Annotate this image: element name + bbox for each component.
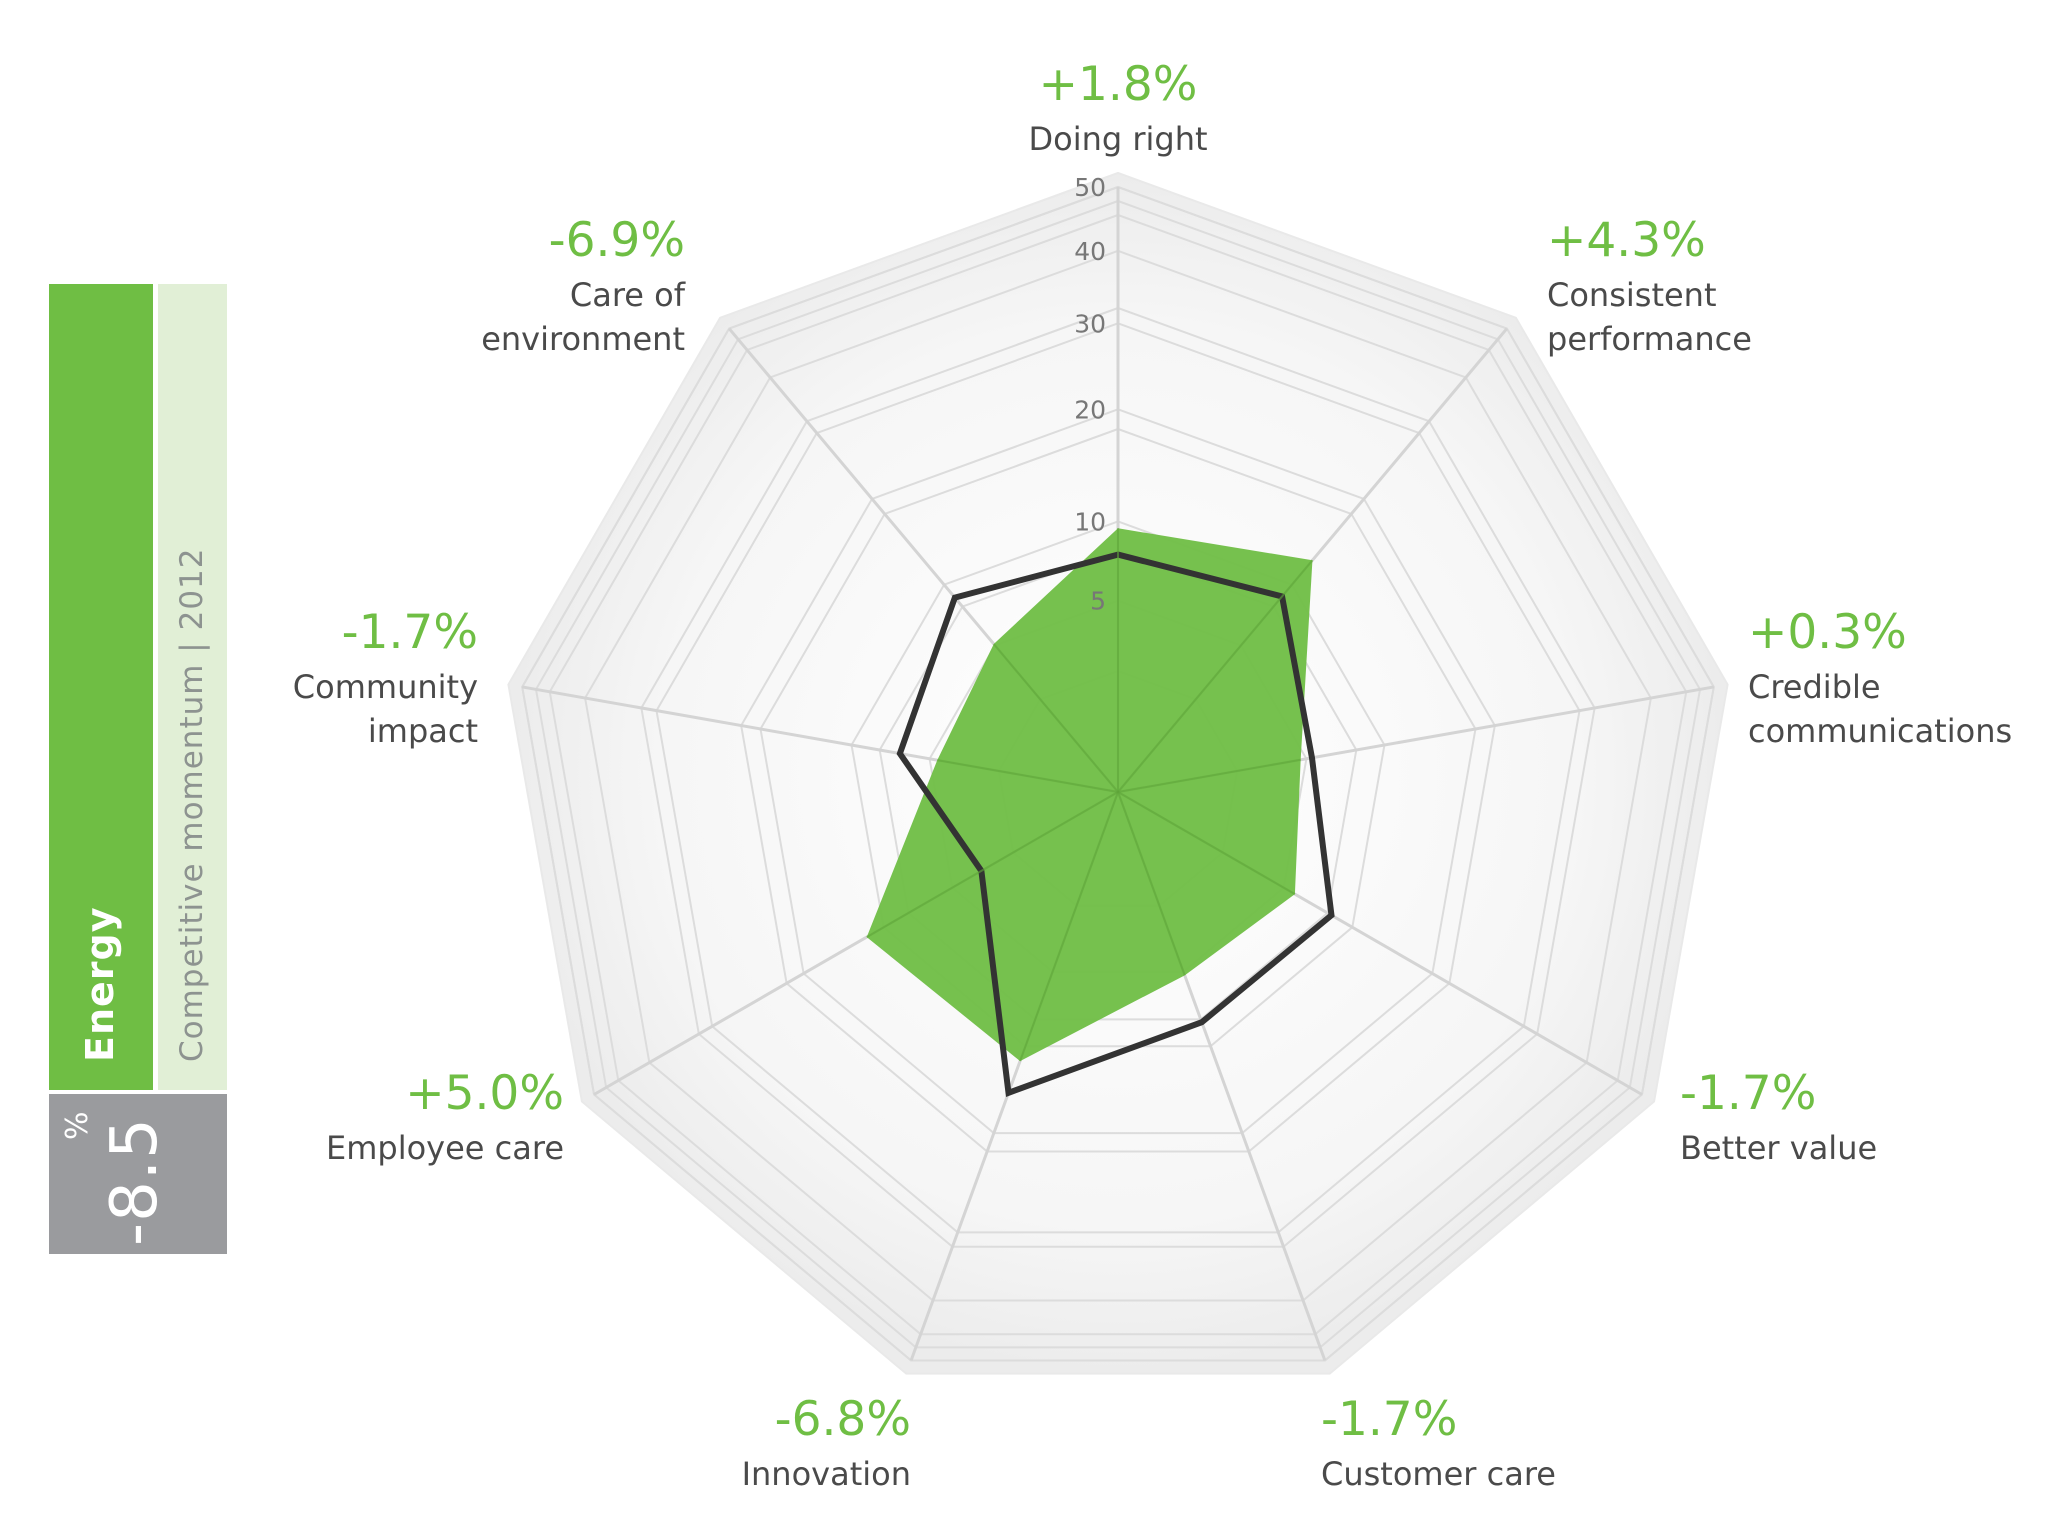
grid-ring: [850, 520, 1386, 1048]
category-label-line: Credible: [1748, 668, 1881, 706]
grid-ring: [548, 213, 1688, 1336]
category-label-line: Better value: [1680, 1129, 1877, 1167]
category-label-line: impact: [368, 712, 478, 750]
grid-ring: [521, 185, 1715, 1362]
category-label: Community impact: [293, 668, 478, 750]
category-label-line: Doing right: [1028, 120, 1207, 158]
category-label: Consistent performance: [1547, 276, 1752, 358]
category-label-line: environment: [481, 320, 685, 358]
series-spoke-overlay: [1117, 559, 1314, 793]
category-change-value: +1.8%: [1039, 57, 1198, 112]
category-label: Customer care: [1321, 1455, 1556, 1493]
category-change-value: +0.3%: [1748, 605, 1907, 660]
category-label: Doing right: [1028, 120, 1207, 158]
momentum-bar: [158, 284, 227, 1090]
momentum-score: -8.5: [98, 1117, 172, 1246]
axis-tick-label: 5: [1090, 587, 1106, 616]
grid-ring: [740, 408, 1496, 1153]
category-label-line: Care of: [570, 276, 686, 314]
grid-ring: [584, 249, 1652, 1302]
category-label-line: Employee care: [326, 1129, 564, 1167]
axis-tick-label: 50: [1074, 173, 1106, 202]
category-label: Employee care: [326, 1129, 564, 1167]
axis-tick-label: 20: [1074, 395, 1106, 424]
series-spoke-overlay: [937, 759, 1119, 793]
category-change-value: -1.7%: [342, 605, 478, 660]
category-label: Better value: [1680, 1129, 1877, 1167]
category-label-line: Consistent: [1547, 276, 1717, 314]
category-label: Innovation: [742, 1455, 911, 1493]
category-change-value: -6.9%: [549, 213, 685, 268]
category-change-value: +4.3%: [1547, 213, 1706, 268]
axis-ticks: 5 10 20 30 40 50: [1074, 173, 1106, 616]
score-unit: %: [60, 1111, 95, 1140]
category-change-value: +5.0%: [405, 1066, 564, 1121]
grid-ring: [534, 199, 1702, 1349]
grid-ring: [640, 306, 1596, 1248]
radar-chart: +1.8% Doing right +4.3% Consistent performan…: [293, 57, 2012, 1493]
series-spoke-overlay: [1117, 758, 1301, 793]
category-change-value: -1.7%: [1321, 1392, 1457, 1447]
axis-tick-label: 10: [1074, 507, 1106, 536]
grid-ring: [655, 322, 1581, 1234]
series-spoke-overlay: [1117, 791, 1296, 896]
series-spoke-overlay: [1019, 791, 1119, 1062]
series-spoke-overlay: [866, 791, 1119, 938]
category-label-line: Community: [293, 668, 478, 706]
category-label: Credible communications: [1748, 668, 2012, 750]
category-labels: +1.8% Doing right +4.3% Consistent performan…: [293, 57, 2012, 1493]
category-change-value: -1.7%: [1680, 1066, 1816, 1121]
series-comparison-outline: [896, 551, 1335, 1097]
category-label-line: Customer care: [1321, 1455, 1556, 1493]
category-label-line: Innovation: [742, 1455, 911, 1493]
series-spoke-overlay: [1117, 791, 1186, 976]
sector-panel: Energy Competitive momentum | 2012 -8.5 …: [0, 0, 240, 1536]
radar-series: [866, 528, 1335, 1097]
sector-label: Energy: [78, 906, 122, 1063]
score-box: [49, 1094, 227, 1254]
grid-ring: [878, 548, 1358, 1021]
axis-tick-label: 40: [1074, 237, 1106, 266]
series-energy-area: [866, 528, 1313, 1062]
axis-tick-label: 30: [1074, 309, 1106, 338]
grid-ring: [759, 427, 1477, 1135]
category-label: Care of environment: [481, 276, 686, 358]
momentum-subtitle: Competitive momentum | 2012: [174, 547, 210, 1063]
category-label-line: communications: [1748, 712, 2012, 750]
category-change-value: -6.8%: [775, 1392, 911, 1447]
category-label-line: performance: [1547, 320, 1752, 358]
sector-bar: [49, 284, 153, 1090]
series-spoke-overlay: [993, 643, 1119, 793]
